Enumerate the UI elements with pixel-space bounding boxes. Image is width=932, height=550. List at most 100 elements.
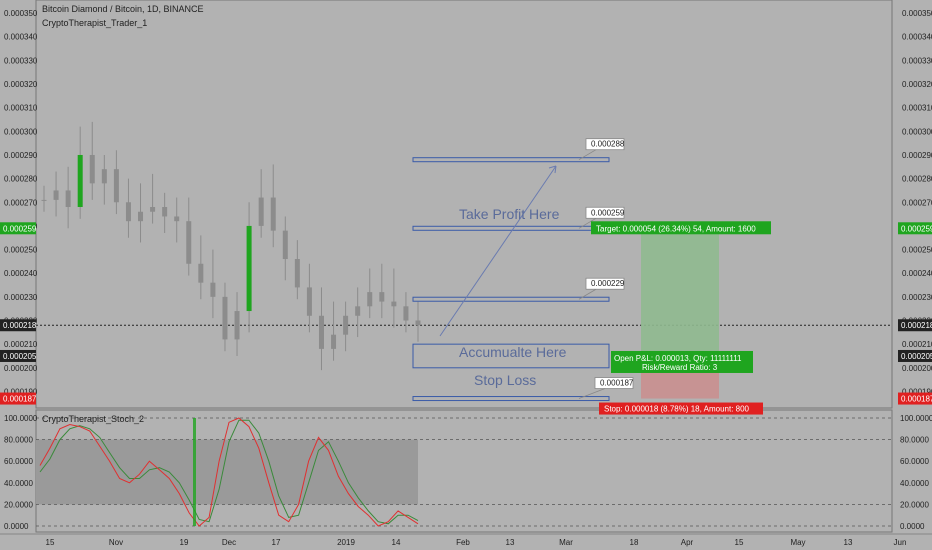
- stoch-tick-left: 40.0000: [4, 479, 33, 488]
- price-tick-right: 0.000310: [902, 104, 932, 113]
- price-tick-right: 0.000320: [902, 80, 932, 89]
- accumulate-zone: [412, 343, 610, 369]
- stoch-tick-left: 60.0000: [4, 457, 33, 466]
- stop-label-box: [599, 402, 763, 415]
- time-tick: 17: [272, 538, 281, 547]
- target-label: Target: 0.000054 (26.34%) 54, Amount: 16…: [596, 224, 756, 233]
- target-label-box: [591, 221, 771, 235]
- level-229-callout-text: 0.000229: [591, 279, 625, 288]
- candle-body: [282, 230, 288, 260]
- candle-body: [174, 216, 180, 222]
- price-tick-right: 0.000230: [902, 293, 932, 302]
- price-tick-right: 0.000250: [902, 246, 932, 255]
- time-tick: Mar: [559, 538, 573, 547]
- candle-body: [210, 282, 216, 297]
- open-pl-label: Open P&L: 0.000013, Qty: 11111111: [614, 354, 742, 363]
- price-tick-left: 0.000190: [4, 387, 38, 396]
- candle-body: [186, 221, 192, 264]
- candle-body: [101, 169, 107, 184]
- candle-body: [162, 207, 168, 217]
- stoch-tick-right: 40.0000: [900, 479, 929, 488]
- entry-price-marker-left-text: 0.000205: [3, 352, 37, 361]
- candle-body: [138, 211, 144, 222]
- level-229-callout: [585, 277, 625, 290]
- price-tick-left: 0.000330: [4, 56, 38, 65]
- price-tick-right: 0.000240: [902, 269, 932, 278]
- candle-body: [41, 199, 47, 201]
- price-tick-left: 0.000210: [4, 340, 38, 349]
- entry-price-marker-right-text: 0.000205: [901, 352, 932, 361]
- level-187-callout-pointer: [578, 388, 606, 399]
- candle-body: [318, 315, 324, 349]
- stoch-label: CryptoTherapist_Stoch_2: [42, 414, 144, 424]
- time-tick: Feb: [456, 538, 470, 547]
- level-259-callout-text: 0.000259: [591, 208, 625, 217]
- main-pane: [35, 0, 893, 409]
- candle-body: [113, 169, 119, 203]
- candle-body: [343, 315, 349, 335]
- candle-body: [294, 259, 300, 288]
- stop-price-marker-right-text: 0.000187: [901, 395, 932, 404]
- candle-body: [415, 320, 421, 326]
- time-tick: 18: [630, 538, 639, 547]
- target-price-marker-right: [898, 222, 932, 235]
- price-tick-right: 0.000290: [902, 151, 932, 160]
- chart-title: Bitcoin Diamond / Bitcoin, 1D, BINANCE: [42, 4, 204, 14]
- price-tick-right: 0.000340: [902, 33, 932, 42]
- candle-body: [270, 197, 276, 231]
- risk-reward-label: Risk/Reward Ratio: 3: [642, 363, 718, 372]
- stoch-d-line: [39, 419, 419, 525]
- candle-body: [222, 296, 228, 340]
- time-tick: 15: [46, 538, 55, 547]
- time-tick: 15: [735, 538, 744, 547]
- candle-body: [125, 202, 131, 222]
- stoch-highlight-bar: [193, 418, 196, 526]
- price-tick-right: 0.000330: [902, 56, 932, 65]
- stoch-tick-left: 80.0000: [4, 436, 33, 445]
- target-price-marker-left-text: 0.000259: [3, 224, 37, 233]
- stop-price-marker-right: [898, 392, 932, 405]
- level-288-callout: [585, 138, 625, 151]
- level-259-callout-pointer: [578, 217, 597, 229]
- projection-arrowhead: [548, 165, 557, 174]
- candle-body: [306, 287, 312, 316]
- level-187-callout: [594, 377, 634, 389]
- target-zone: [641, 228, 719, 356]
- target-price-marker-right-text: 0.000259: [901, 224, 932, 233]
- entry-price-marker-left: [0, 349, 36, 362]
- time-tick: 2019: [337, 538, 355, 547]
- stoch-tick-right: 80.0000: [900, 436, 929, 445]
- price-tick-right: 0.000350: [902, 9, 932, 18]
- time-tick: 19: [180, 538, 189, 547]
- time-tick: Dec: [222, 538, 236, 547]
- stoch-tick-left: 0.0000: [4, 522, 29, 531]
- candle-body: [367, 292, 373, 307]
- price-tick-left: 0.000200: [4, 364, 38, 373]
- current-price-marker-right-text: 0.000218: [901, 321, 932, 330]
- candle-body: [403, 306, 409, 321]
- stoch-tick-left: 100.0000: [4, 414, 38, 423]
- candle-body: [246, 225, 252, 312]
- time-tick: Jun: [894, 538, 907, 547]
- price-tick-right: 0.000210: [902, 340, 932, 349]
- candle-body: [391, 301, 397, 307]
- price-tick-left: 0.000270: [4, 198, 38, 207]
- open-pl-box: [611, 350, 753, 373]
- time-tick: 14: [392, 538, 401, 547]
- entry-price-marker-right: [898, 349, 932, 362]
- price-tick-left: 0.000290: [4, 151, 38, 160]
- stop-label: Stop: 0.000018 (8.78%) 18, Amount: 800: [604, 405, 750, 414]
- candle-body: [379, 292, 385, 302]
- take-profit-label: Take Profit Here: [459, 206, 560, 222]
- level-288-callout-text: 0.000288: [591, 140, 625, 149]
- current-price-marker-left: [0, 319, 36, 332]
- time-tick: 13: [844, 538, 853, 547]
- level-288-callout-pointer: [578, 149, 597, 161]
- level-187-callout-text: 0.000187: [600, 379, 634, 388]
- time-tick: Nov: [109, 538, 123, 547]
- price-tick-left: 0.000350: [4, 9, 38, 18]
- stoch-tick-right: 20.0000: [900, 500, 929, 509]
- candle-body: [65, 190, 71, 207]
